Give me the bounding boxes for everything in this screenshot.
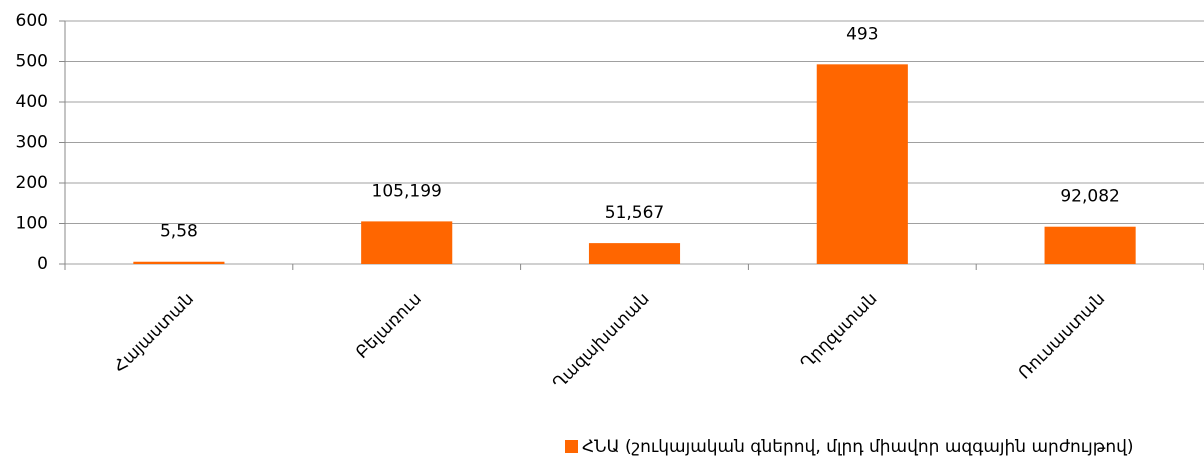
legend-swatch xyxy=(565,440,578,453)
value-label: 92,082 xyxy=(1060,187,1119,207)
bar xyxy=(361,221,453,264)
x-tick-label: Հայաստան xyxy=(110,289,198,377)
bar xyxy=(133,261,225,264)
value-label: 5,58 xyxy=(160,222,198,242)
y-tick-label: 100 xyxy=(16,214,48,234)
value-label: 105,199 xyxy=(372,181,442,201)
y-tick-label: 500 xyxy=(16,52,48,72)
x-tick-label: Ղրղզստան xyxy=(797,289,882,374)
bar xyxy=(1044,226,1136,264)
y-tick-label: 300 xyxy=(16,133,48,153)
y-tick-label: 200 xyxy=(16,173,48,193)
bar xyxy=(816,64,908,265)
x-tick-label: Ռուսաստան xyxy=(1015,289,1109,383)
value-label: 51,567 xyxy=(605,203,664,223)
y-tick-label: 400 xyxy=(16,92,48,112)
x-tick-label: Բելառուս xyxy=(352,289,426,363)
value-label: 493 xyxy=(846,24,878,44)
legend-label: ՀՆԱ (շուկայական գներով, մլրդ միավոր ազգա… xyxy=(582,437,1134,457)
bar xyxy=(588,243,681,264)
y-tick-label: 600 xyxy=(16,11,48,31)
y-tick-label: 0 xyxy=(37,254,48,274)
x-tick-label: Ղազախստան xyxy=(549,289,654,394)
